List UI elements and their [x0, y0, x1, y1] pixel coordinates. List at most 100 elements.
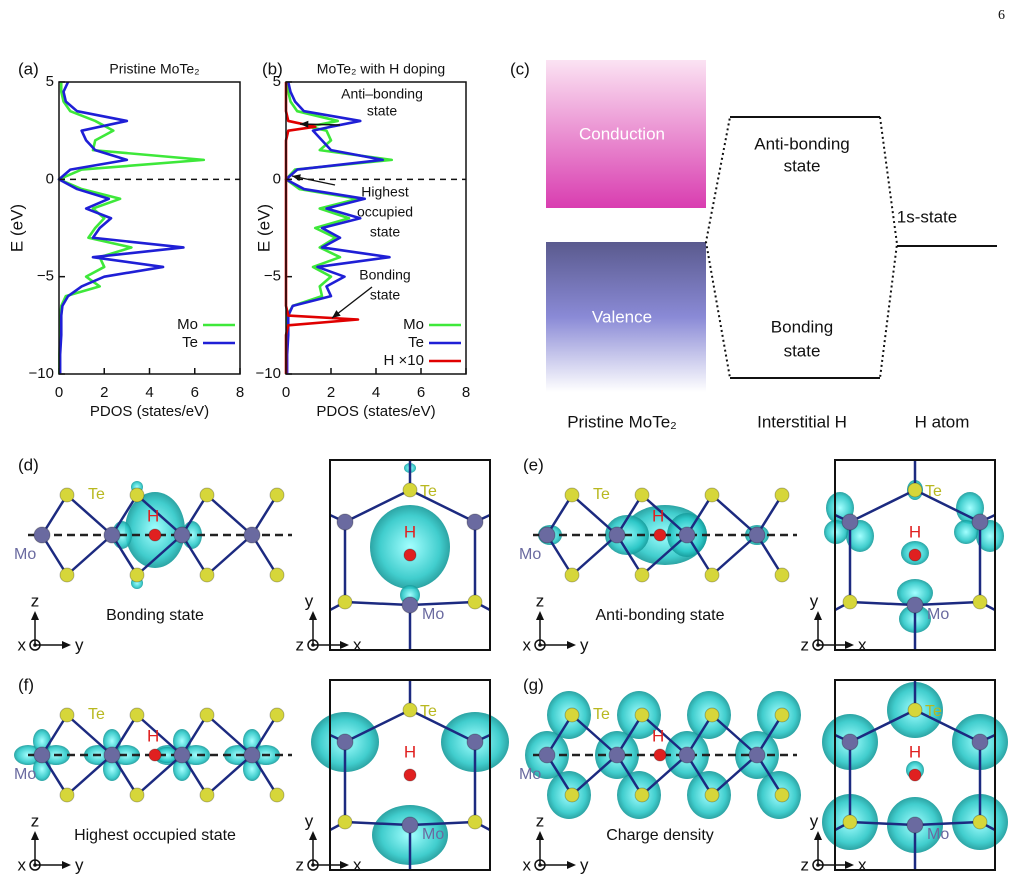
- atom: [907, 702, 923, 718]
- atom-label: H: [147, 506, 159, 525]
- arrow-head: [340, 861, 349, 869]
- atom: [148, 748, 162, 762]
- atom: [59, 567, 75, 583]
- atom: [269, 487, 285, 503]
- axis-name: x: [18, 635, 27, 654]
- atom: [103, 526, 121, 544]
- axis-name: z: [31, 591, 40, 610]
- atom: [608, 526, 626, 544]
- atom: [653, 528, 667, 542]
- axis-name: x: [858, 855, 867, 874]
- bond: [914, 488, 981, 524]
- arrow-head: [845, 861, 854, 869]
- atom: [704, 567, 720, 583]
- axis-name: x: [18, 855, 27, 874]
- atom-label: Mo: [422, 826, 444, 843]
- axis-name: y: [810, 811, 819, 830]
- annotation: Bonding: [359, 267, 410, 283]
- level-label: state: [784, 156, 821, 175]
- panel-label: (a): [18, 59, 39, 78]
- atom: [402, 482, 418, 498]
- atom-label: Mo: [519, 546, 541, 563]
- caption: Highest occupied state: [74, 827, 236, 844]
- atom: [269, 707, 285, 723]
- band-label: Valence: [592, 307, 652, 326]
- axis-name: y: [580, 855, 589, 874]
- atom: [634, 707, 650, 723]
- top-view-frame: [834, 459, 996, 651]
- axis-name: z: [31, 811, 40, 830]
- atom-label: Te: [925, 703, 942, 720]
- atom: [403, 768, 417, 782]
- atom: [401, 816, 419, 834]
- atom: [243, 526, 261, 544]
- level-label: Anti-bonding: [754, 134, 849, 153]
- atom: [173, 746, 191, 764]
- conduction-band: [546, 60, 706, 208]
- panel-label: (b): [262, 59, 283, 78]
- atom: [634, 567, 650, 583]
- atom: [467, 814, 483, 830]
- atom: [129, 787, 145, 803]
- annotation: state: [370, 224, 401, 240]
- chart-title: Pristine MoTe₂: [109, 61, 199, 77]
- legend-label: H ×10: [384, 352, 424, 369]
- arrow-head: [845, 641, 854, 649]
- column-label: Pristine MoTe₂: [567, 412, 677, 431]
- axis-name: x: [523, 855, 532, 874]
- axis-name: y: [305, 811, 314, 830]
- axis-name: z: [801, 635, 810, 654]
- arrow-head: [814, 611, 822, 620]
- atom-label: Te: [420, 483, 437, 500]
- axis-name: z: [536, 811, 545, 830]
- atom: [59, 787, 75, 803]
- atom: [337, 814, 353, 830]
- atom: [678, 526, 696, 544]
- atom: [103, 746, 121, 764]
- atom: [199, 567, 215, 583]
- atom: [269, 787, 285, 803]
- column-label: H atom: [915, 412, 970, 431]
- atom: [608, 746, 626, 764]
- orbital-lobe: [954, 520, 978, 544]
- atom: [908, 548, 922, 562]
- bond: [711, 754, 758, 796]
- bond: [409, 488, 476, 524]
- atom: [906, 596, 924, 614]
- arrow-head: [31, 611, 39, 620]
- arrow-head: [62, 641, 71, 649]
- legend-label: Te: [182, 334, 198, 351]
- atom: [336, 513, 354, 531]
- atom: [971, 513, 989, 531]
- bond: [571, 534, 618, 576]
- bond: [571, 714, 618, 756]
- axis-name: y: [75, 635, 84, 654]
- page-number: 6: [998, 8, 1005, 23]
- atom: [841, 733, 859, 751]
- atom: [774, 567, 790, 583]
- bond: [641, 714, 688, 756]
- bond: [409, 820, 476, 827]
- atom-label: Te: [925, 483, 942, 500]
- atom-label: Te: [88, 486, 105, 503]
- arrow-head: [536, 611, 544, 620]
- atom: [634, 787, 650, 803]
- x-tick-label: 4: [372, 384, 380, 401]
- atom: [403, 548, 417, 562]
- atom: [972, 594, 988, 610]
- panel-label: (e): [523, 455, 544, 474]
- bond: [206, 714, 253, 756]
- arrow-head: [300, 120, 309, 128]
- y-tick-label: −5: [264, 268, 281, 285]
- annotation: Anti–bonding: [341, 86, 423, 102]
- x-tick-label: 0: [55, 384, 63, 401]
- orbital-lobe: [155, 747, 179, 763]
- atom: [466, 733, 484, 751]
- bond: [66, 494, 113, 536]
- bond: [206, 494, 253, 536]
- axis-name: y: [305, 591, 314, 610]
- bond: [206, 754, 253, 796]
- bond: [206, 534, 253, 576]
- bond: [136, 714, 183, 756]
